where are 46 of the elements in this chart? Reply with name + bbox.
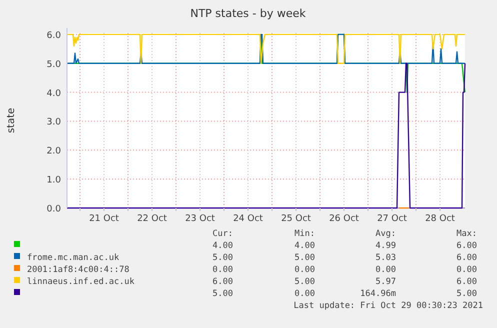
text: Min: [294,229,315,239]
text: 0.00 [212,265,233,275]
text: 4.00 [294,241,315,251]
x-tick-label: 28 Oct [425,214,456,224]
y-tick-label: 2.0 [46,146,62,157]
y-tick-label: 1.0 [46,176,62,186]
text: 6.00 [456,253,477,263]
x-tick-label: 21 Oct [89,214,120,224]
legend-label: frome.mc.man.ac.uk [27,253,120,263]
legend-label: 2001:1af8:4c00:4::78 [27,265,130,275]
x-tick-label: 27 Oct [377,214,408,224]
y-tick-label: 4.0 [46,88,62,99]
chart-title: NTP states - by week [190,7,306,20]
x-tick-label: 23 Oct [185,214,216,224]
text: 0.00 [456,265,477,275]
text: 5.00 [294,277,315,287]
x-tick-label: 24 Oct [233,214,264,224]
text: 6.00 [456,277,477,287]
y-tick-label: 0.0 [46,204,62,214]
text: 5.00 [294,253,315,263]
text: Max: [456,229,477,239]
y-tick-label: 3.0 [46,118,62,128]
line-series [66,34,466,64]
text: 0.00 [294,289,315,299]
x-tick-label: 26 Oct [329,214,360,224]
text: Cur: [212,229,233,239]
legend-label: linnaeus.inf.ed.ac.uk [27,277,134,287]
text: 6.00 [456,241,477,251]
text: 164.96m [360,289,396,299]
x-tick-label: 22 Oct [137,214,168,224]
text: 6.00 [212,277,233,287]
text: 5.97 [376,277,396,287]
y-axis-title: state [6,108,17,134]
x-tick-label: 25 Oct [281,214,312,224]
text: 4.00 [212,241,233,251]
text: Last update: Fri Oct 29 00:30:23 2021 [294,301,483,311]
text: 5.00 [456,289,477,299]
text: 0.00 [376,265,396,275]
text: Avg: [376,229,396,239]
text: 5.00 [212,253,233,263]
text: 4.99 [376,241,396,251]
text: 0.00 [294,265,315,275]
text: 5.03 [376,253,396,263]
y-tick-label: 5.0 [46,60,62,70]
text: 5.00 [212,289,233,299]
y-tick-label: 6.0 [46,30,62,41]
